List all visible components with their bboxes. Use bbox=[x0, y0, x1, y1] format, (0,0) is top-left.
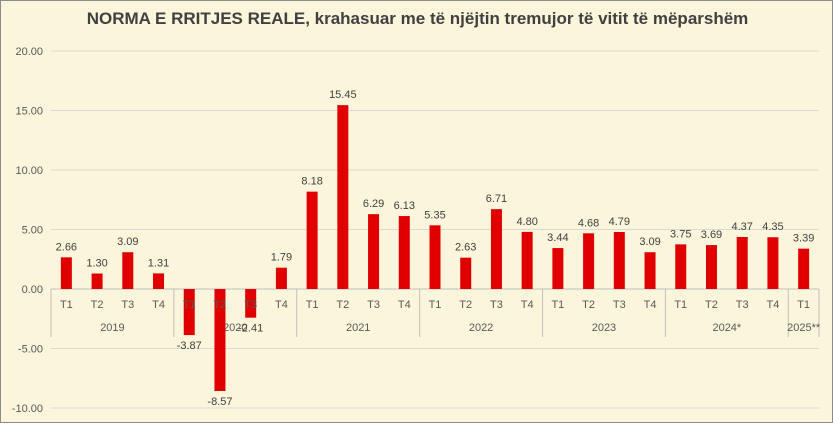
quarter-label: T1 bbox=[674, 299, 687, 311]
data-label: 4.68 bbox=[578, 217, 599, 229]
bar bbox=[644, 252, 656, 289]
data-label: 4.37 bbox=[731, 221, 752, 233]
year-label: 2020 bbox=[223, 322, 247, 334]
bar bbox=[337, 105, 349, 290]
bar bbox=[521, 231, 533, 289]
quarter-label: T4 bbox=[766, 299, 779, 311]
year-label: 2022 bbox=[469, 322, 493, 334]
bar bbox=[122, 252, 134, 289]
bar bbox=[60, 257, 72, 289]
bar bbox=[245, 289, 257, 318]
quarter-label: T2 bbox=[582, 299, 595, 311]
quarter-label: T2 bbox=[336, 299, 349, 311]
quarter-label: T1 bbox=[183, 299, 196, 311]
quarter-label: T4 bbox=[152, 299, 165, 311]
bar bbox=[306, 191, 318, 289]
y-tick-label: 20.00 bbox=[15, 46, 43, 58]
quarter-label: T2 bbox=[459, 299, 472, 311]
bar bbox=[91, 273, 103, 289]
year-label: 2025** bbox=[787, 322, 821, 334]
data-label: -3.87 bbox=[177, 340, 202, 352]
y-tick-label: 15.00 bbox=[15, 106, 43, 118]
data-label: 6.13 bbox=[394, 200, 415, 212]
data-label: 5.35 bbox=[424, 209, 445, 221]
data-label: 6.29 bbox=[363, 198, 384, 210]
data-label: 2.63 bbox=[455, 242, 476, 254]
y-tick-label: -10.00 bbox=[12, 403, 43, 415]
quarter-label: T3 bbox=[490, 299, 503, 311]
quarter-label: T1 bbox=[429, 299, 442, 311]
data-label: 3.09 bbox=[639, 236, 660, 248]
bar bbox=[798, 248, 810, 289]
bar bbox=[490, 209, 502, 289]
bar bbox=[552, 248, 564, 289]
year-label: 2024* bbox=[712, 322, 741, 334]
quarter-label: T2 bbox=[91, 299, 104, 311]
y-tick-label: -5.00 bbox=[18, 344, 43, 356]
data-label: 3.44 bbox=[547, 232, 568, 244]
quarter-label: T4 bbox=[275, 299, 288, 311]
data-label: 2.66 bbox=[56, 241, 77, 253]
quarter-label: T2 bbox=[705, 299, 718, 311]
data-label: 4.80 bbox=[516, 216, 537, 228]
quarter-label: T3 bbox=[121, 299, 134, 311]
quarter-label: T3 bbox=[244, 299, 257, 311]
quarter-label: T4 bbox=[644, 299, 657, 311]
bar bbox=[368, 214, 380, 289]
data-label: -8.57 bbox=[207, 396, 232, 408]
quarter-label: T4 bbox=[398, 299, 411, 311]
y-tick-label: 0.00 bbox=[22, 284, 43, 296]
data-label: -2.41 bbox=[238, 323, 263, 335]
year-label: 2019 bbox=[100, 322, 124, 334]
data-label: 1.31 bbox=[148, 257, 169, 269]
chart-title: NORMA E RRITJES REALE, krahasuar me të n… bbox=[86, 9, 749, 28]
quarter-label: T1 bbox=[551, 299, 564, 311]
data-label: 15.45 bbox=[329, 89, 357, 101]
data-label: 6.71 bbox=[486, 193, 507, 205]
bar bbox=[214, 289, 226, 391]
bar bbox=[705, 245, 717, 289]
bar bbox=[675, 244, 687, 289]
bar bbox=[460, 257, 472, 289]
bar bbox=[398, 216, 410, 289]
quarter-label: T4 bbox=[521, 299, 534, 311]
bar bbox=[183, 289, 195, 336]
y-tick-label: 5.00 bbox=[22, 225, 43, 237]
data-label: 4.79 bbox=[609, 216, 630, 228]
quarter-label: T1 bbox=[797, 299, 810, 311]
bar bbox=[583, 233, 595, 289]
bar bbox=[275, 267, 287, 289]
quarter-label: T1 bbox=[306, 299, 319, 311]
data-label: 8.18 bbox=[301, 176, 322, 188]
quarter-label: T1 bbox=[60, 299, 73, 311]
data-label: 4.35 bbox=[762, 221, 783, 233]
data-label: 3.09 bbox=[117, 236, 138, 248]
data-label: 1.30 bbox=[86, 258, 107, 270]
y-tick-label: 10.00 bbox=[15, 165, 43, 177]
year-label: 2021 bbox=[346, 322, 370, 334]
bar bbox=[153, 273, 165, 289]
bar bbox=[429, 225, 441, 289]
data-label: 1.79 bbox=[271, 252, 292, 264]
quarter-label: T3 bbox=[367, 299, 380, 311]
quarter-label: T2 bbox=[214, 299, 227, 311]
data-label: 3.69 bbox=[701, 229, 722, 241]
quarter-label: T3 bbox=[736, 299, 749, 311]
data-label: 3.39 bbox=[793, 233, 814, 245]
data-label: 3.75 bbox=[670, 228, 691, 240]
bar bbox=[613, 231, 625, 289]
quarter-label: T3 bbox=[613, 299, 626, 311]
bar bbox=[736, 236, 748, 289]
bar bbox=[767, 237, 779, 289]
year-label: 2023 bbox=[592, 322, 616, 334]
